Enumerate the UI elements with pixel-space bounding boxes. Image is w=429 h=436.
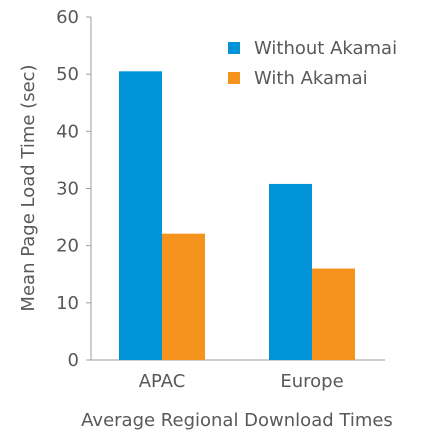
legend-label-without-akamai: Without Akamai xyxy=(254,38,397,59)
y-tick-label: 30 xyxy=(56,179,79,200)
bars-group xyxy=(119,71,355,360)
y-axis-title: Mean Page Load Time (sec) xyxy=(18,64,39,311)
x-tick-label-europe: Europe xyxy=(280,371,343,392)
bar-apac-without-akamai xyxy=(119,71,162,360)
y-tick-label: 10 xyxy=(56,293,79,314)
bar-apac-with-akamai xyxy=(162,233,205,360)
bar-europe-with-akamai xyxy=(312,268,355,360)
y-tick-label: 60 xyxy=(56,7,79,28)
bar-europe-without-akamai xyxy=(269,183,312,360)
legend-swatch-with-akamai xyxy=(228,72,240,84)
y-tick-label: 20 xyxy=(56,236,79,257)
x-axis-ticks: APAC Europe xyxy=(139,371,344,392)
legend-label-with-akamai: With Akamai xyxy=(254,68,368,89)
legend: Without Akamai With Akamai xyxy=(228,38,397,89)
x-tick-label-apac: APAC xyxy=(139,371,186,392)
legend-swatch-without-akamai xyxy=(228,42,240,54)
y-tick-label: 40 xyxy=(56,121,79,142)
x-axis-title: Average Regional Download Times xyxy=(81,410,393,431)
y-tick-label: 0 xyxy=(68,350,79,371)
y-tick-label: 50 xyxy=(56,64,79,85)
y-axis-ticks: 0 10 20 30 40 50 60 xyxy=(56,7,91,371)
